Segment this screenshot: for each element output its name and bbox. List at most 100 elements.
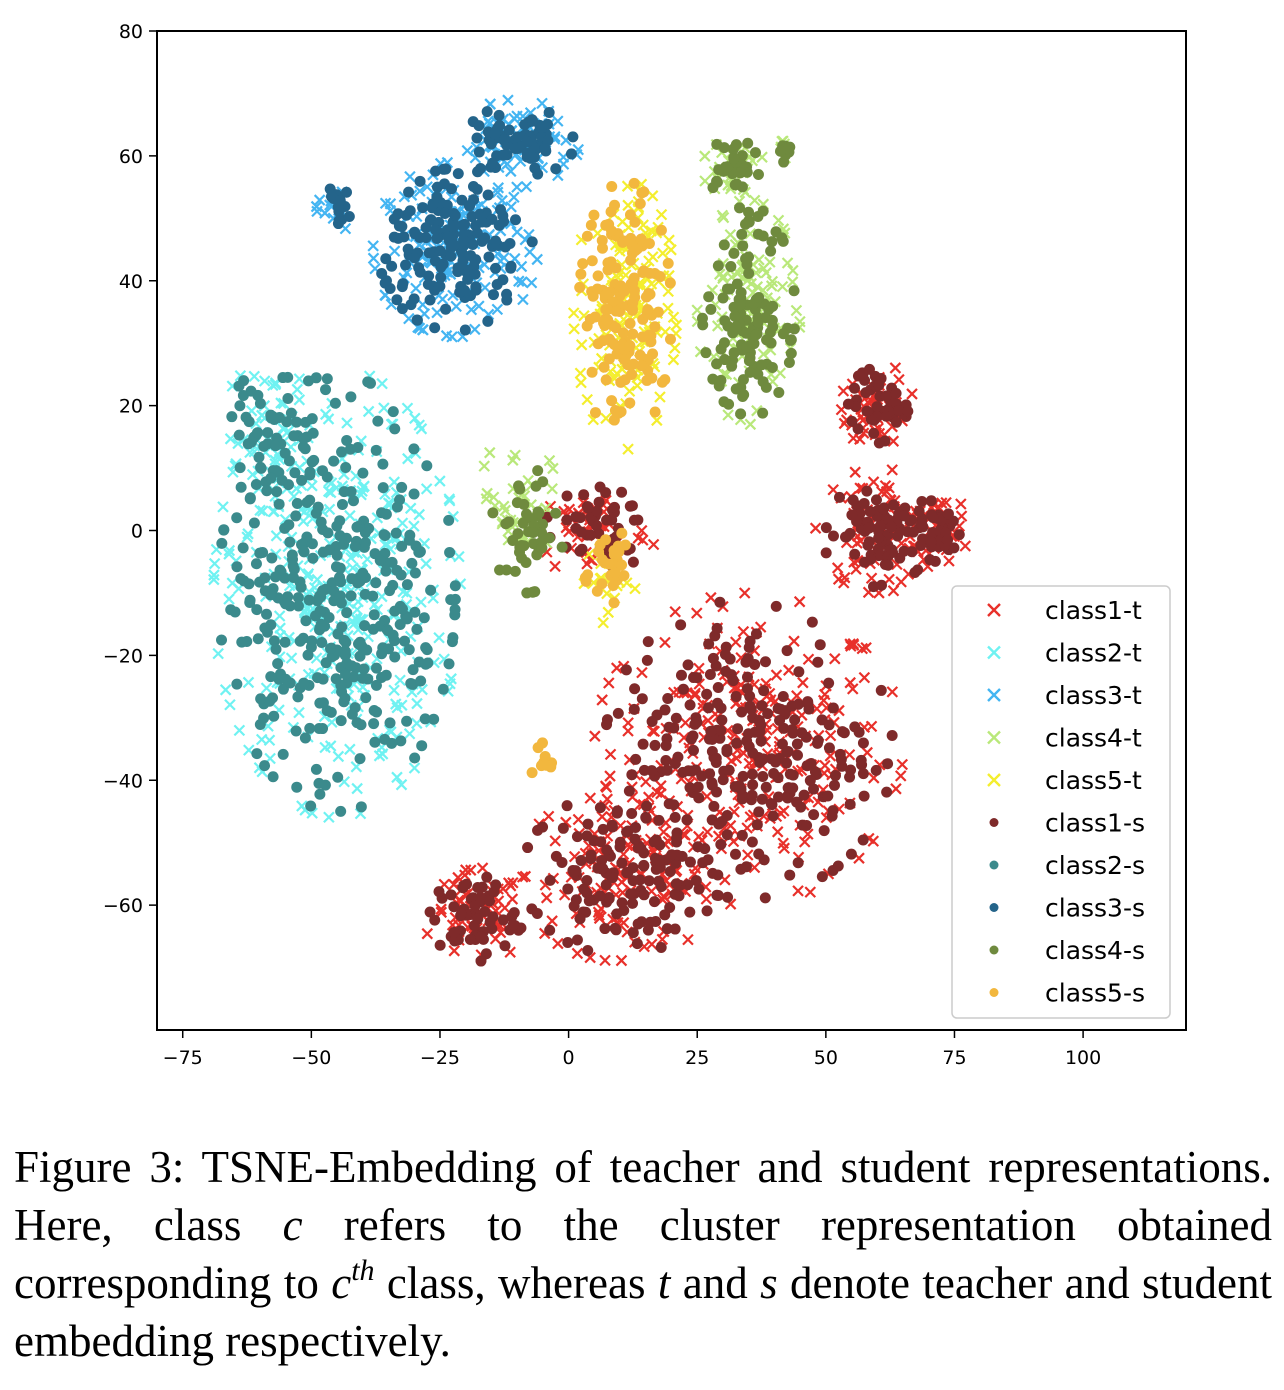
class4-s-point (752, 316, 764, 328)
class2-s-point (233, 380, 245, 392)
class2-s-point (270, 571, 282, 583)
class2-s-point (338, 486, 350, 498)
class1-s-point (762, 708, 774, 720)
class1-t-point (593, 909, 605, 922)
class2-s-point (252, 633, 264, 645)
class3-t-point (457, 209, 470, 222)
class2-s-point (415, 675, 427, 687)
x-axis: −75 −50 −25 0 25 50 75 100 (163, 1030, 1101, 1069)
class2-s-point (371, 706, 383, 718)
class5-s-point (618, 235, 630, 247)
class1-s-point (593, 496, 605, 508)
series-class4-s (487, 137, 800, 599)
class3-s-point (536, 121, 548, 133)
class1-s-point (464, 933, 476, 945)
class3-s-point (543, 106, 555, 118)
class1-s-point (642, 924, 654, 936)
class1-t-point (610, 662, 623, 674)
class1-s-point (886, 544, 898, 556)
class1-s-point (600, 879, 612, 891)
class1-s-point (626, 808, 638, 820)
class2-s-point (306, 635, 318, 647)
class5-s-point (646, 372, 658, 384)
class1-s-point (594, 890, 606, 902)
class3-s-point (481, 106, 493, 118)
caption-text-3: class, whereas (374, 1258, 658, 1308)
class5-s-point (596, 242, 608, 254)
class2-s-point (335, 597, 347, 609)
class1-s-point (712, 869, 724, 881)
class1-t-point (705, 591, 717, 604)
class1-s-point (916, 518, 928, 530)
class1-s-point (740, 861, 752, 873)
class4-t-point (498, 500, 510, 513)
class1-s-point (479, 906, 491, 918)
class1-s-point (716, 714, 728, 726)
class4-s-point (715, 343, 727, 355)
class1-s-point (716, 816, 728, 828)
class1-s-point (638, 860, 650, 872)
class2-s-point (372, 415, 384, 427)
class2-s-point (368, 718, 380, 730)
legend-marker-class5-s (989, 988, 999, 997)
class1-s-point (472, 882, 484, 894)
class4-t-point (751, 280, 764, 293)
class1-t-point (604, 770, 616, 782)
class1-s-point (927, 511, 939, 523)
class1-t-point (642, 791, 655, 803)
class4-s-point (737, 240, 749, 252)
class1-t-point (850, 563, 862, 575)
class2-s-point (264, 695, 276, 707)
class5-t-point (629, 582, 641, 595)
legend-marker-class3-s (989, 903, 999, 912)
class2-t-point (411, 697, 423, 710)
class2-s-point (310, 372, 322, 384)
class1-s-point (741, 671, 753, 683)
class1-s-point (448, 926, 460, 938)
class3-t-point (414, 185, 426, 197)
class1-t-point (659, 891, 671, 904)
class5-s-point (625, 254, 637, 266)
class3-s-point (489, 128, 501, 140)
figure-caption: Figure 3: TSNE-Embedding of teacher and … (14, 1138, 1272, 1370)
class2-s-point (420, 658, 432, 670)
class2-s-point (358, 663, 370, 675)
legend-marker-class3-t (987, 688, 1001, 702)
class4-s-point (718, 239, 730, 251)
class1-s-point (557, 822, 569, 834)
class1-s-point (663, 798, 675, 810)
class1-s-point (434, 939, 446, 951)
class4-s-point (725, 261, 737, 273)
class4-s-point (736, 228, 748, 240)
class1-s-point (632, 918, 644, 930)
class1-s-point (684, 856, 696, 868)
class2-s-point (338, 634, 350, 646)
class1-t-point (640, 775, 652, 788)
class4-s-point (719, 354, 731, 366)
class3-s-point (380, 253, 392, 265)
class1-s-point (669, 811, 681, 823)
class1-s-point (629, 833, 641, 845)
class3-s-point (487, 157, 499, 169)
class3-t-point (367, 252, 380, 265)
class2-t-point (434, 475, 446, 487)
class4-s-point (711, 176, 723, 188)
class2-t-point (402, 452, 414, 465)
class1-t-point (646, 938, 658, 951)
class1-s-point (448, 901, 460, 913)
class2-s-point (244, 492, 256, 504)
class1-s-point (486, 923, 498, 935)
class1-t-point (596, 694, 608, 706)
class1-s-point (793, 666, 805, 678)
legend-label-class1-t: class1-t (1045, 596, 1142, 625)
class1-s-point (827, 805, 839, 817)
class1-t-point (489, 933, 502, 945)
class2-t-point (255, 733, 268, 746)
class4-s-point (517, 517, 529, 529)
y-tick-label: 40 (119, 271, 143, 293)
class1-s-point (574, 545, 586, 557)
class1-s-point (693, 883, 705, 895)
class1-s-point (916, 495, 928, 507)
class4-t-point (745, 277, 758, 290)
class5-s-point (601, 314, 613, 326)
